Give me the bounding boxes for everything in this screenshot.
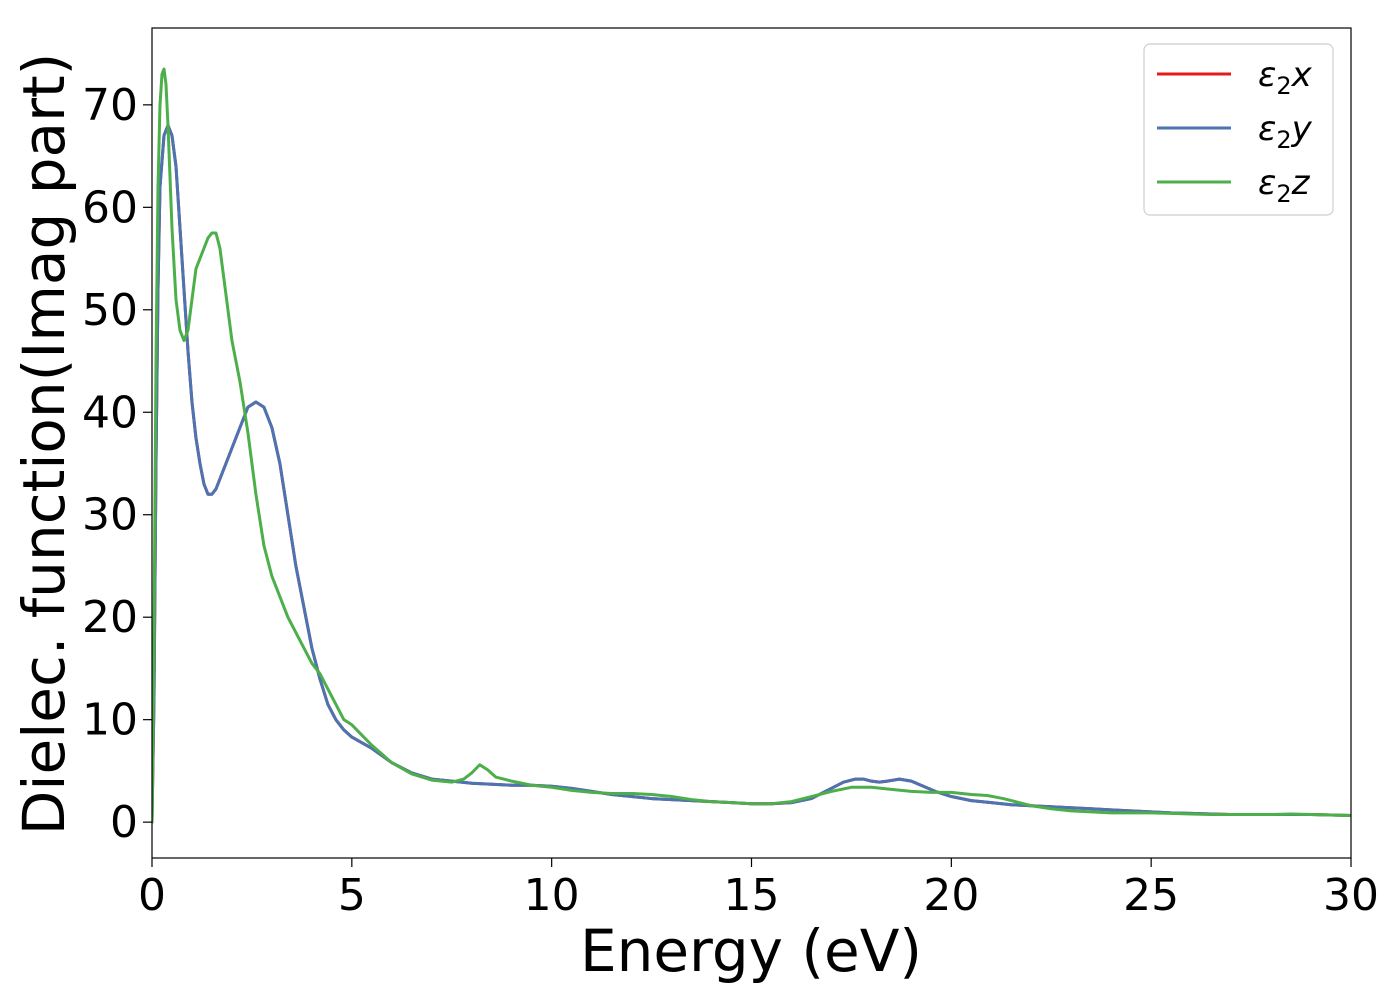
series-line-x <box>152 123 1351 824</box>
y-tick-label: 60 <box>82 182 138 233</box>
legend: ε2x ε2y ε2z <box>1143 43 1334 216</box>
y-tick-label: 70 <box>82 80 138 131</box>
y-tick-label: 40 <box>82 387 138 438</box>
y-tick-label: 30 <box>82 490 138 541</box>
x-axis-title: Energy (eV) <box>580 917 922 985</box>
x-tick-label: 15 <box>724 870 780 921</box>
y-tick-label: 0 <box>110 797 138 848</box>
legend-label-x: ε2x <box>1258 55 1313 100</box>
y-tick-label: 50 <box>82 285 138 336</box>
legend-label-y: ε2y <box>1258 109 1313 154</box>
x-tick-label: 20 <box>923 870 979 921</box>
axes: 0 5 10 15 20 25 30 0 10 20 30 40 50 60 70 <box>82 27 1379 921</box>
plot-area <box>152 67 1351 824</box>
x-tick-label: 25 <box>1123 870 1179 921</box>
x-tick-label: 30 <box>1323 870 1379 921</box>
series-line-y <box>152 123 1351 824</box>
legend-label-z: ε2z <box>1258 163 1311 208</box>
legend-box <box>1143 43 1334 216</box>
y-tick-label: 20 <box>82 592 138 643</box>
series-line-z <box>152 67 1351 824</box>
x-tick-label: 10 <box>524 870 580 921</box>
y-tick-label: 10 <box>82 695 138 746</box>
x-tick-label: 0 <box>138 870 166 921</box>
x-tick-label: 5 <box>338 870 366 921</box>
y-axis-title: Dielec. function(Imag part) <box>10 53 78 836</box>
